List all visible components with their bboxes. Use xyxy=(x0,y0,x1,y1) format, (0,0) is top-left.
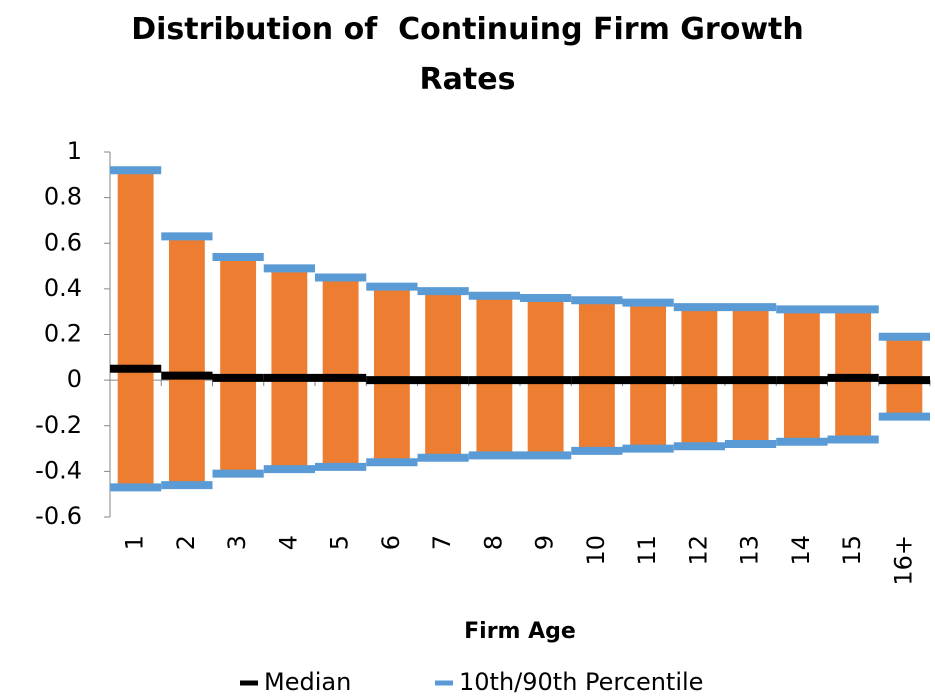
x-tick-label: 14 xyxy=(787,535,815,566)
y-tick-label: 0.6 xyxy=(44,228,82,256)
x-tick-label: 11 xyxy=(633,535,661,566)
chart-title: Distribution of Continuing Firm Growth R… xyxy=(131,12,815,97)
x-tick-label: 4 xyxy=(274,535,302,550)
x-tick-label: 2 xyxy=(172,535,200,550)
y-tick-label: -0.4 xyxy=(35,456,82,484)
x-tick-label: 6 xyxy=(377,535,405,550)
range-bar xyxy=(578,300,615,451)
x-tick-label: 13 xyxy=(736,535,764,566)
x-tick-label: 7 xyxy=(428,535,456,550)
range-bar xyxy=(476,295,513,456)
y-tick-label: 0.8 xyxy=(44,183,82,211)
range-bar xyxy=(271,268,308,470)
y-tick-label: 0.4 xyxy=(44,274,82,302)
range-bar xyxy=(783,309,820,442)
x-tick-label: 16+ xyxy=(889,535,917,586)
range-bar xyxy=(322,277,359,467)
x-axis-label: Firm Age xyxy=(464,619,576,644)
y-tick-label: -0.6 xyxy=(35,502,82,530)
legend-label: 10th/90th Percentile xyxy=(459,668,703,696)
y-tick-label: 1 xyxy=(67,137,82,165)
y-tick-label: 0 xyxy=(67,365,82,393)
range-bar xyxy=(168,236,205,486)
range-bar xyxy=(425,291,462,458)
x-tick-label: 15 xyxy=(838,535,866,566)
range-bar xyxy=(220,256,257,474)
x-tick-label: 1 xyxy=(121,535,149,550)
title-box: Distribution of Continuing Firm Growth R… xyxy=(131,12,815,97)
x-tick-label: 5 xyxy=(326,535,354,550)
x-tick-label: 10 xyxy=(582,535,610,566)
range-bar xyxy=(630,302,667,449)
x-tick-label: 9 xyxy=(531,535,559,550)
x-tick-label: 3 xyxy=(223,535,251,550)
range-bar xyxy=(373,286,410,463)
x-tick-label: 8 xyxy=(479,535,507,550)
y-tick-label: -0.2 xyxy=(35,411,82,439)
range-bar xyxy=(117,170,154,488)
legend-label: Median xyxy=(264,668,351,696)
range-bar xyxy=(732,307,769,444)
y-tick-label: 0.2 xyxy=(44,320,82,348)
x-tick-label: 12 xyxy=(684,535,712,566)
